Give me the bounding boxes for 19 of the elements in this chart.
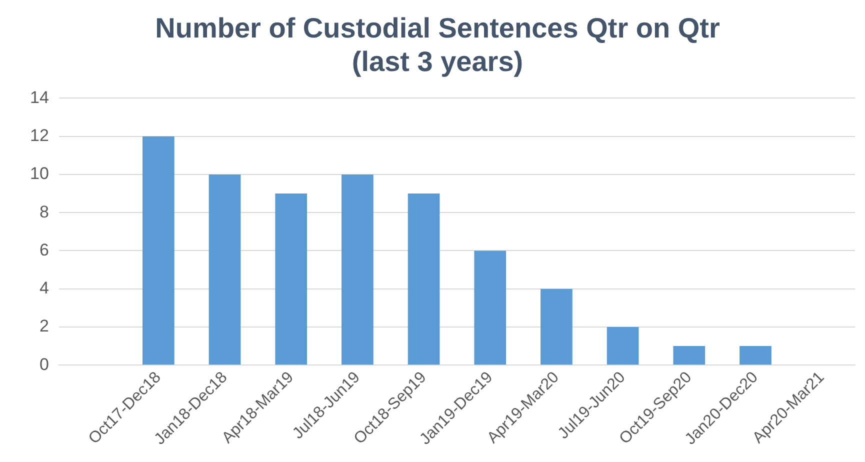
y-tick-label: 6 — [39, 240, 49, 260]
y-tick-label: 8 — [39, 202, 49, 222]
bar — [673, 346, 706, 365]
y-tick-label: 12 — [30, 126, 49, 146]
bar — [740, 346, 772, 365]
bar — [408, 194, 440, 365]
y-tick-label: 14 — [30, 88, 49, 107]
chart-title: Number of Custodial Sentences Qtr on Qtr (last 3 years) — [155, 12, 720, 78]
bar — [342, 174, 374, 365]
bar — [275, 194, 308, 365]
bar — [606, 326, 639, 365]
bar — [474, 250, 506, 365]
bar — [540, 288, 572, 365]
y-tick-label: 10 — [30, 164, 49, 184]
y-tick-label: 0 — [39, 354, 49, 374]
y-tick-label: 2 — [39, 316, 49, 336]
y-tick-label: 4 — [39, 278, 49, 298]
bar — [142, 136, 174, 365]
bar — [208, 174, 241, 365]
